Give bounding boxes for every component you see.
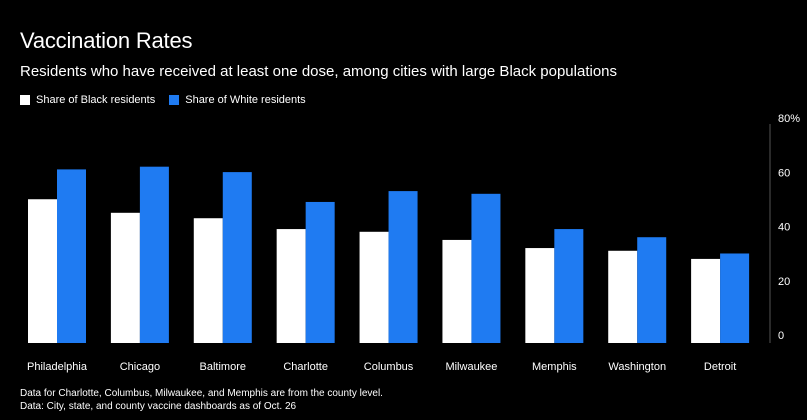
category-label: Philadelphia bbox=[27, 361, 88, 373]
category-label: Washington bbox=[608, 361, 666, 373]
bar-black-residents bbox=[691, 259, 720, 343]
bar-white-residents bbox=[223, 172, 252, 343]
category-label: Baltimore bbox=[200, 361, 246, 373]
footnote-county-level: Data for Charlotte, Columbus, Milwaukee,… bbox=[20, 387, 383, 400]
bar-white-residents bbox=[554, 229, 583, 343]
bar-white-residents bbox=[471, 194, 500, 343]
footnotes: Data for Charlotte, Columbus, Milwaukee,… bbox=[20, 387, 383, 413]
bar-white-residents bbox=[57, 169, 86, 343]
y-tick-label: 20 bbox=[778, 276, 790, 288]
bar-white-residents bbox=[140, 167, 169, 343]
bar-white-residents bbox=[637, 237, 666, 343]
category-label: Charlotte bbox=[283, 361, 328, 373]
category-label: Chicago bbox=[120, 361, 160, 373]
bar-black-residents bbox=[525, 248, 554, 343]
y-tick-label: 60 bbox=[778, 167, 790, 179]
bar-black-residents bbox=[111, 213, 140, 343]
footnote-source: Data: City, state, and county vaccine da… bbox=[20, 400, 383, 413]
category-label: Milwaukee bbox=[445, 361, 497, 373]
category-label: Memphis bbox=[532, 361, 577, 373]
bar-black-residents bbox=[608, 251, 637, 343]
bar-black-residents bbox=[277, 229, 306, 343]
y-tick-label: 0 bbox=[778, 330, 784, 342]
bar-black-residents bbox=[360, 232, 389, 343]
bar-black-residents bbox=[442, 240, 471, 343]
category-label: Detroit bbox=[704, 361, 736, 373]
category-label: Columbus bbox=[364, 361, 414, 373]
bar-black-residents bbox=[28, 199, 57, 343]
bar-black-residents bbox=[194, 218, 223, 343]
bar-white-residents bbox=[306, 202, 335, 343]
y-tick-label: 40 bbox=[778, 222, 790, 234]
bar-white-residents bbox=[389, 191, 418, 343]
y-tick-label: 80% bbox=[778, 113, 800, 125]
bar-white-residents bbox=[720, 253, 749, 343]
